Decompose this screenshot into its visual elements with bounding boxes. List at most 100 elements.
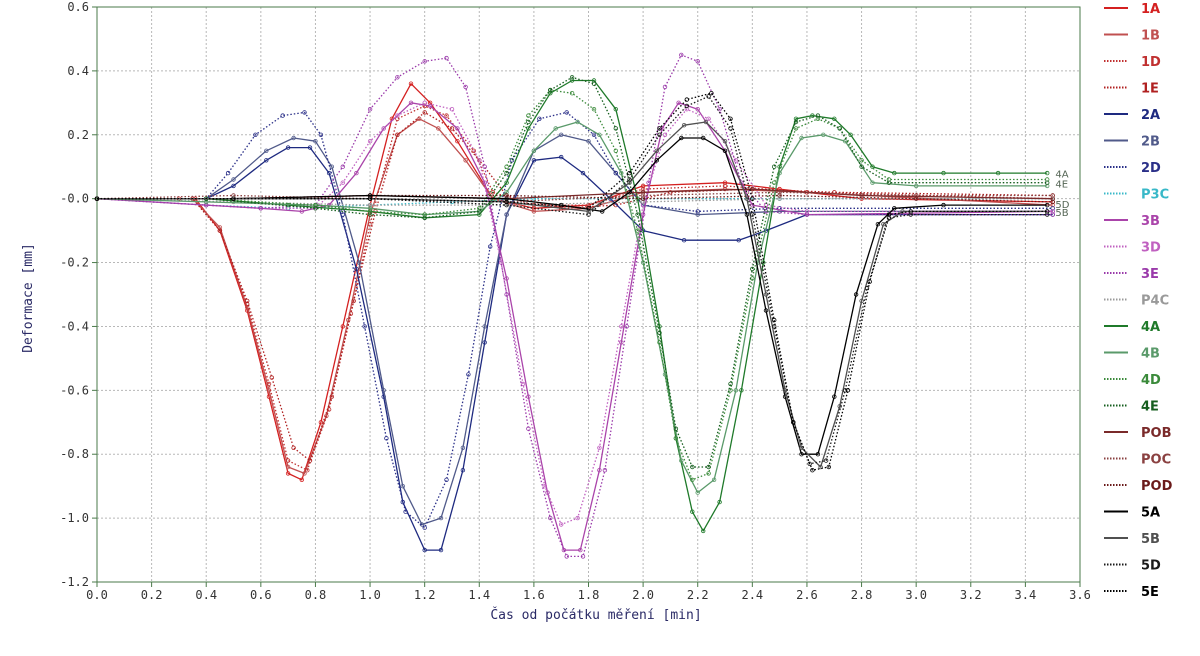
data-point bbox=[1044, 202, 1050, 208]
x-tick-label: 3.6 bbox=[1069, 588, 1091, 602]
data-point bbox=[640, 190, 646, 195]
data-point bbox=[318, 132, 324, 137]
series-lines bbox=[94, 52, 1055, 559]
data-point bbox=[531, 148, 537, 153]
data-point bbox=[356, 260, 362, 265]
legend-item-p3c: P3C bbox=[1104, 188, 1169, 203]
data-point bbox=[709, 90, 714, 96]
series-line-1b bbox=[97, 118, 1053, 475]
legend-item-1b: 1B bbox=[1104, 29, 1160, 44]
data-point bbox=[777, 193, 782, 198]
data-point bbox=[520, 381, 526, 387]
data-point bbox=[526, 426, 531, 431]
legend-label: P4C bbox=[1141, 294, 1169, 309]
data-point bbox=[460, 468, 466, 473]
x-tick-label: 1.0 bbox=[359, 588, 381, 602]
data-point bbox=[657, 126, 662, 131]
data-point bbox=[285, 145, 291, 150]
data-point bbox=[362, 324, 367, 329]
data-point bbox=[504, 196, 509, 201]
data-point bbox=[395, 132, 400, 137]
data-point bbox=[619, 340, 624, 345]
data-point bbox=[673, 426, 679, 431]
data-point bbox=[504, 193, 509, 198]
data-point bbox=[600, 209, 605, 214]
legend-item-5b: 5B bbox=[1104, 532, 1160, 547]
data-point bbox=[662, 132, 668, 137]
data-point bbox=[586, 202, 591, 208]
data-point bbox=[703, 119, 709, 125]
data-point bbox=[646, 180, 651, 185]
legend-item-2d: 2D bbox=[1104, 161, 1161, 176]
data-point bbox=[1050, 193, 1055, 198]
data-point bbox=[482, 340, 487, 345]
data-point bbox=[1044, 170, 1050, 176]
data-point bbox=[793, 119, 799, 125]
series-line-5b bbox=[97, 121, 1048, 468]
data-point bbox=[258, 206, 263, 211]
legend-label: 4A bbox=[1141, 320, 1160, 335]
data-point bbox=[471, 148, 476, 153]
series-3b bbox=[94, 100, 1055, 553]
data-point bbox=[823, 458, 829, 463]
data-point bbox=[892, 206, 897, 211]
data-point bbox=[941, 170, 946, 176]
data-point bbox=[763, 308, 769, 313]
legend-label: 2D bbox=[1141, 161, 1161, 176]
data-point bbox=[305, 468, 310, 473]
legend-item-1d: 1D bbox=[1104, 55, 1161, 70]
data-point bbox=[340, 324, 345, 329]
data-point bbox=[815, 452, 821, 457]
data-point bbox=[706, 464, 711, 470]
data-point bbox=[586, 206, 591, 211]
legend-label: 3B bbox=[1141, 214, 1160, 229]
data-point bbox=[668, 190, 673, 195]
series-line-2a bbox=[97, 146, 1053, 551]
data-point bbox=[627, 177, 632, 182]
data-point bbox=[291, 445, 296, 450]
data-point bbox=[619, 170, 624, 176]
data-point bbox=[367, 212, 373, 217]
legend-item-5e: 5E bbox=[1104, 585, 1159, 600]
series-line-3b bbox=[96, 102, 1053, 551]
data-point bbox=[586, 138, 591, 144]
data-point bbox=[400, 484, 405, 489]
data-point bbox=[367, 202, 373, 208]
data-point bbox=[422, 212, 427, 217]
data-point bbox=[728, 381, 733, 387]
data-point bbox=[777, 164, 782, 169]
grid bbox=[96, 6, 1081, 583]
y-tick-label: -0.4 bbox=[60, 319, 89, 333]
data-point bbox=[908, 209, 913, 214]
data-point bbox=[348, 311, 354, 316]
data-point bbox=[591, 132, 597, 137]
data-point bbox=[436, 126, 441, 131]
x-tick-label: 2.0 bbox=[632, 588, 654, 602]
data-point bbox=[681, 237, 687, 243]
series-line-2d bbox=[97, 111, 1053, 529]
data-point bbox=[662, 372, 668, 377]
data-point bbox=[553, 126, 558, 131]
data-point bbox=[886, 180, 892, 185]
data-point bbox=[914, 183, 919, 189]
data-point bbox=[701, 135, 706, 141]
x-tick-label: 3.2 bbox=[960, 588, 982, 602]
x-tick-label: 1.2 bbox=[414, 588, 436, 602]
data-point bbox=[733, 388, 739, 393]
data-point bbox=[482, 324, 487, 329]
data-point bbox=[299, 209, 304, 214]
data-point bbox=[1044, 209, 1050, 214]
data-point bbox=[843, 388, 848, 393]
data-point bbox=[654, 158, 659, 163]
data-point bbox=[569, 75, 575, 80]
legend-item-pob: POB bbox=[1104, 426, 1172, 441]
data-point bbox=[395, 113, 400, 118]
data-point bbox=[706, 116, 711, 121]
data-point bbox=[624, 324, 629, 329]
series-end-label: 4A bbox=[1055, 170, 1068, 181]
data-point bbox=[681, 122, 687, 128]
data-point bbox=[231, 193, 236, 198]
series-end-label: 5B bbox=[1055, 208, 1068, 219]
x-tick-label: 0.8 bbox=[305, 588, 327, 602]
